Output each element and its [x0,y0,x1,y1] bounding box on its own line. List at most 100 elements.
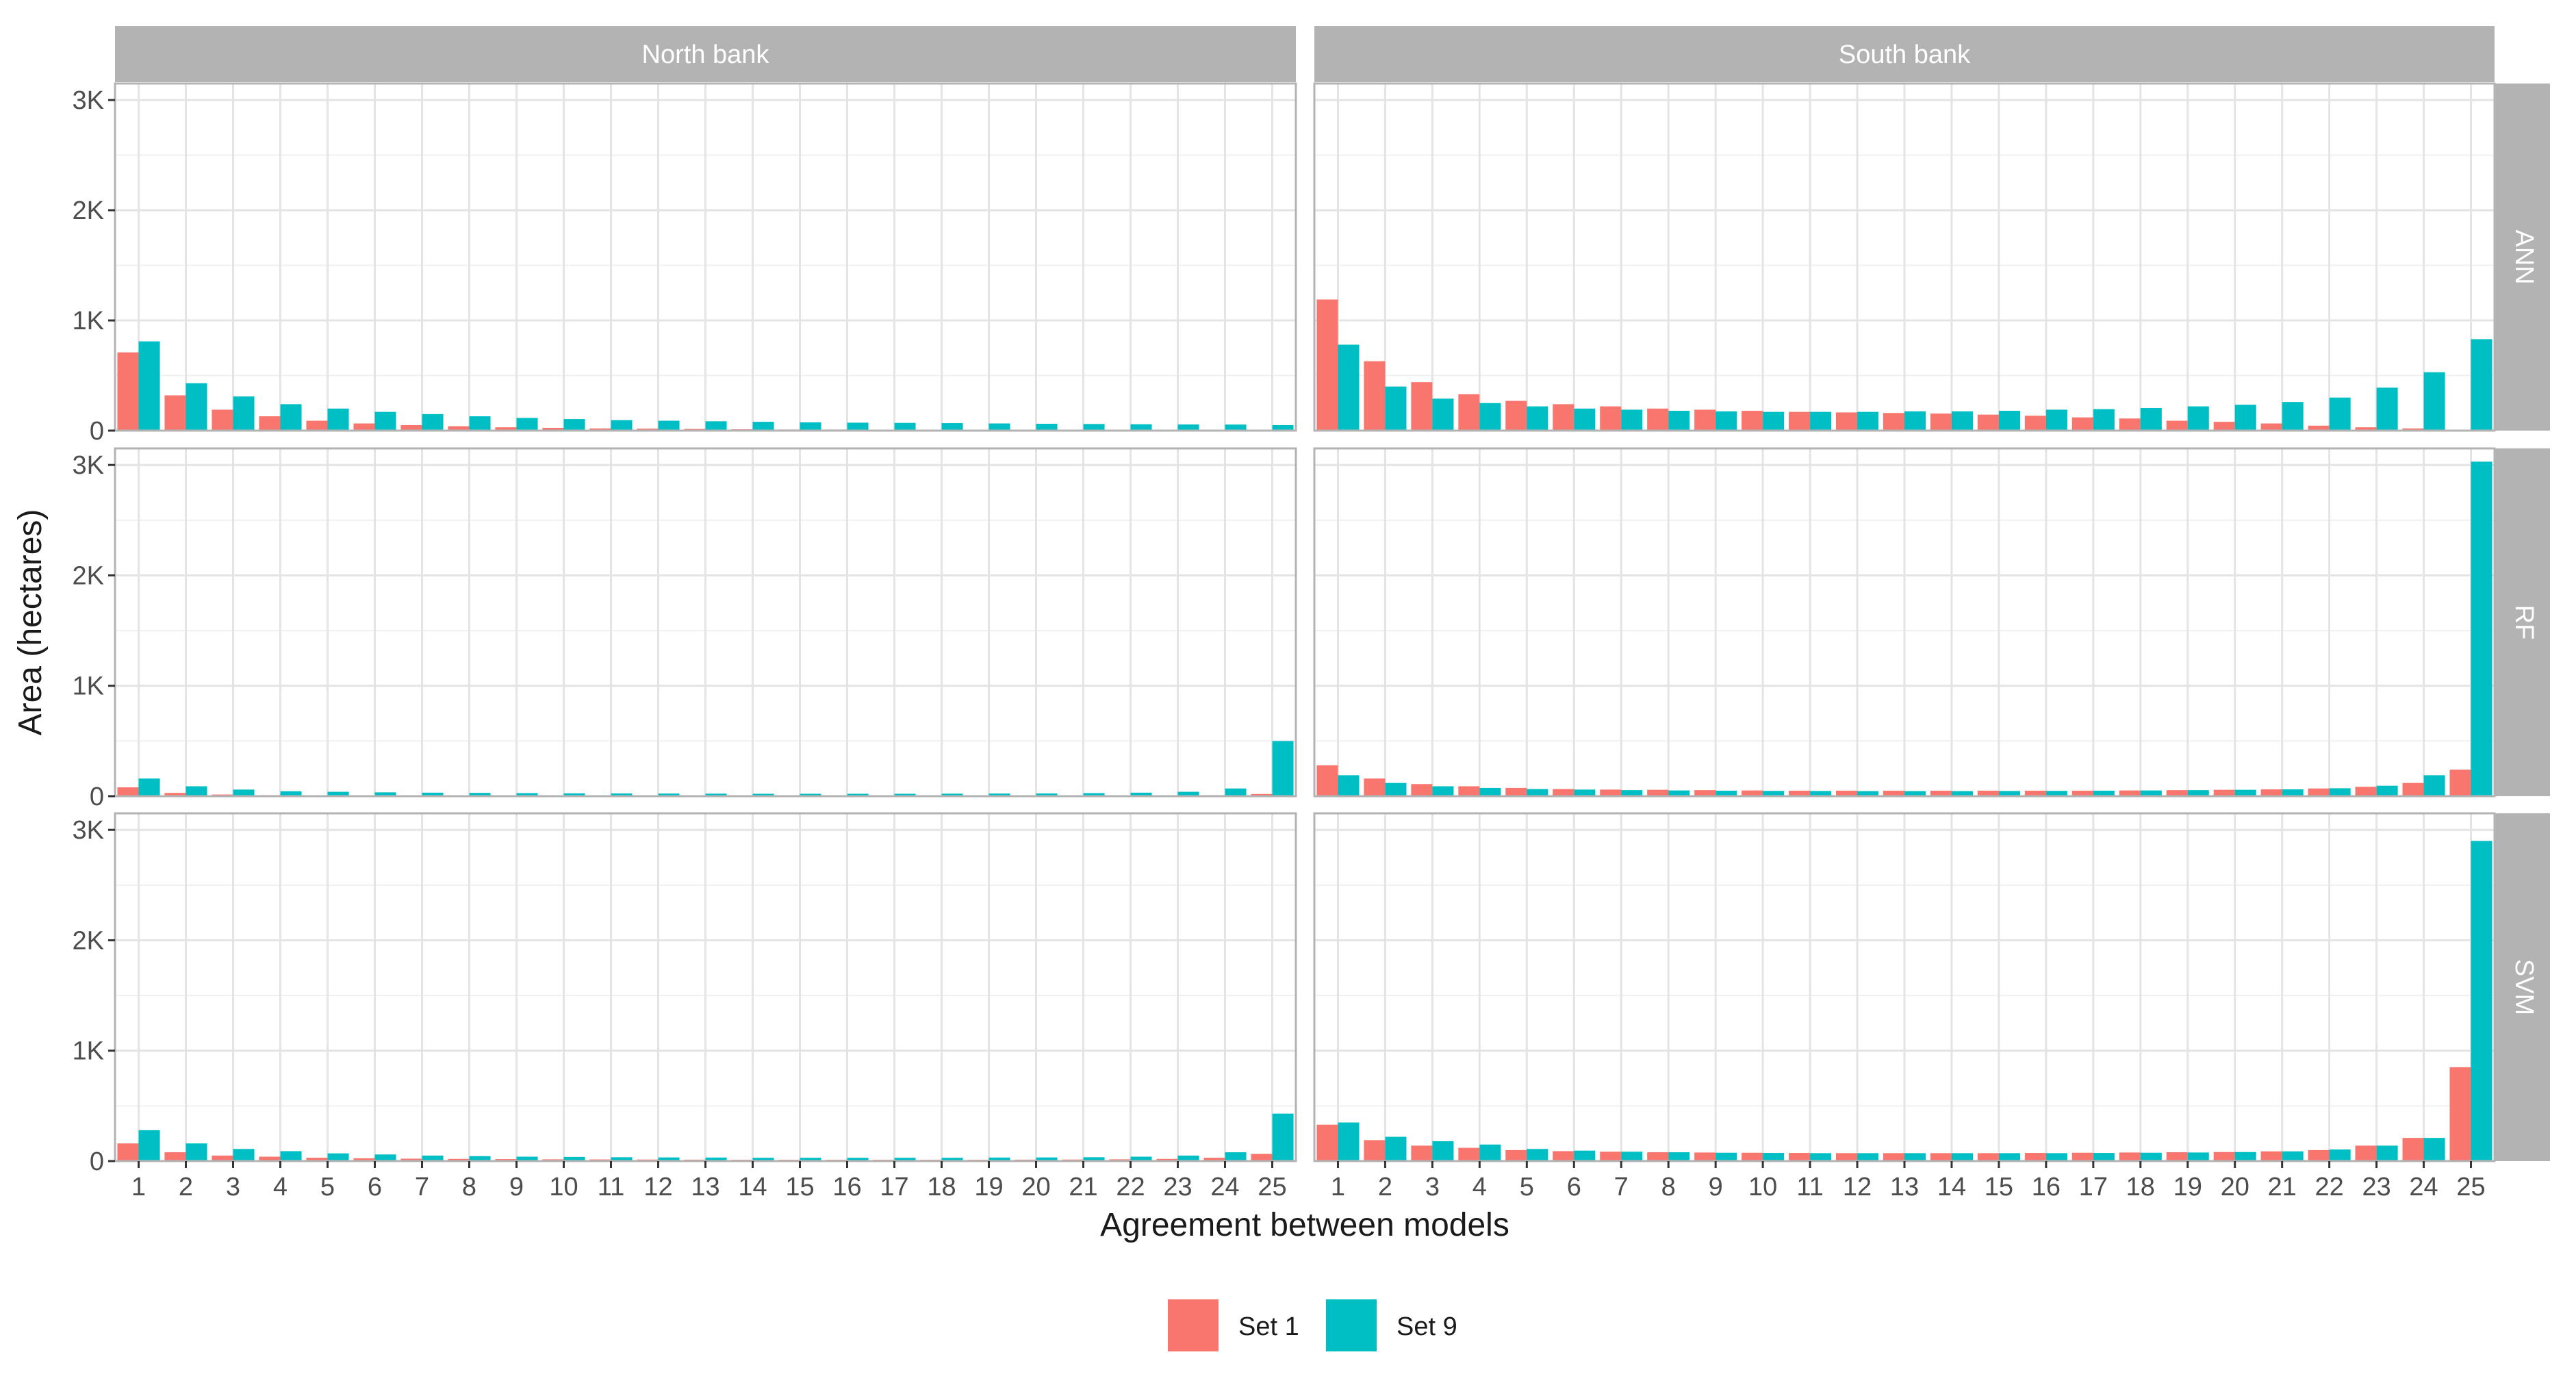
x-tick-label: 23 [1163,1173,1192,1201]
y-tick-label: 3K [73,451,104,480]
bar-set-9 [1385,1137,1406,1161]
x-tick-label: 12 [1843,1173,1872,1201]
bar-set-1 [2167,421,2188,431]
bar-set-1 [1411,1145,1432,1161]
bar-set-9 [328,1154,349,1161]
bar-set-9 [942,423,963,431]
bar-set-9 [328,409,349,431]
bar-set-1 [1553,1151,1574,1161]
x-tick-label: 5 [1520,1173,1534,1201]
x-tick-label: 14 [1937,1173,1966,1201]
x-tick-label: 7 [1614,1173,1629,1201]
y-tick-label: 2K [73,561,104,590]
bar-set-9 [1527,789,1548,796]
bar-set-9 [1338,1123,1359,1161]
bar-set-9 [1225,1152,1247,1161]
bar-set-1 [2308,1150,2330,1161]
bar-set-1 [2119,1152,2141,1161]
bar-set-9 [1479,1145,1501,1161]
bar-set-9 [2093,409,2115,431]
bar-set-1 [2025,1153,2046,1161]
bar-set-9 [2141,1153,2162,1161]
x-tick-label: 21 [1069,1173,1097,1201]
bar-set-9 [1810,1153,1831,1161]
bar-set-1 [1553,789,1574,796]
bar-set-1 [1600,1152,1621,1161]
bar-set-1 [212,409,233,431]
bar-set-9 [895,423,916,431]
bar-set-9 [1668,1152,1689,1161]
bar-set-9 [2377,786,2398,796]
bar-set-9 [1225,789,1247,796]
y-tick-label: 0 [90,783,104,811]
bar-set-9 [659,421,680,431]
bar-set-9 [281,404,302,431]
x-tick-label: 18 [2126,1173,2155,1201]
bar-set-1 [2214,422,2235,431]
x-tick-label: 19 [2173,1173,2202,1201]
bar-set-1 [1505,401,1527,431]
bar-set-1 [2025,416,2046,431]
bar-set-1 [1836,412,1857,431]
bar-set-9 [1810,412,1831,431]
bar-set-1 [1742,1153,1763,1161]
bar-set-9 [139,342,160,431]
bar-set-9 [1273,741,1294,796]
bar-set-1 [1647,409,1668,431]
x-axis-title: Agreement between models [1100,1207,1509,1243]
bar-set-1 [1411,784,1432,796]
bar-set-9 [470,416,491,431]
bar-set-1 [1553,404,1574,431]
bar-set-9 [1904,411,1926,431]
bar-set-9 [1999,411,2020,431]
bar-set-9 [989,424,1010,431]
bar-set-9 [186,383,207,431]
bar-set-9 [1763,1153,1784,1161]
x-tick-label: 3 [1425,1173,1440,1201]
bar-set-1 [1883,1153,1904,1161]
bar-set-1 [2449,769,2471,796]
x-tick-label: 11 [1796,1173,1823,1201]
bar-set-9 [2046,1153,2067,1161]
legend-swatch [1168,1299,1219,1351]
x-tick-label: 4 [1472,1173,1487,1201]
bar-set-9 [2471,339,2492,431]
row-strip-label: RF [2510,605,2538,640]
bar-set-1 [1930,414,1952,431]
x-tick-label: 1 [131,1173,146,1201]
bar-set-9 [2330,398,2351,431]
bar-set-1 [1978,1153,1999,1161]
x-tick-label: 22 [2314,1173,2343,1201]
bar-set-9 [1857,412,1878,431]
x-tick-label: 5 [320,1173,335,1201]
x-tick-label: 7 [415,1173,429,1201]
bar-set-9 [2235,405,2256,431]
x-tick-label: 6 [368,1173,382,1201]
y-tick-label: 2K [73,926,104,955]
bar-set-1 [1647,1152,1668,1161]
bar-set-1 [1458,1148,1479,1161]
bar-set-9 [1574,409,1595,431]
bar-set-9 [1479,788,1501,796]
bar-set-1 [1458,786,1479,796]
x-tick-label: 21 [2268,1173,2297,1201]
bar-set-1 [1364,778,1385,796]
bar-set-9 [1952,1153,1973,1161]
bar-set-9 [2424,1138,2445,1161]
bar-set-9 [139,1130,160,1161]
y-tick-label: 3K [73,816,104,845]
x-tick-label: 20 [1021,1173,1050,1201]
x-tick-label: 19 [974,1173,1003,1201]
bar-set-9 [1716,411,1737,431]
bar-set-1 [2403,1138,2424,1161]
y-axis-title: Area (hectares) [12,509,49,736]
bar-set-1 [2119,418,2141,431]
x-tick-label: 20 [2221,1173,2249,1201]
x-tick-label: 17 [880,1173,908,1201]
bar-set-9 [186,1143,207,1161]
bar-set-9 [564,419,585,431]
x-tick-label: 25 [1258,1173,1286,1201]
bar-set-1 [1600,407,1621,431]
bar-set-1 [2261,1152,2282,1161]
bar-set-1 [1978,415,1999,431]
